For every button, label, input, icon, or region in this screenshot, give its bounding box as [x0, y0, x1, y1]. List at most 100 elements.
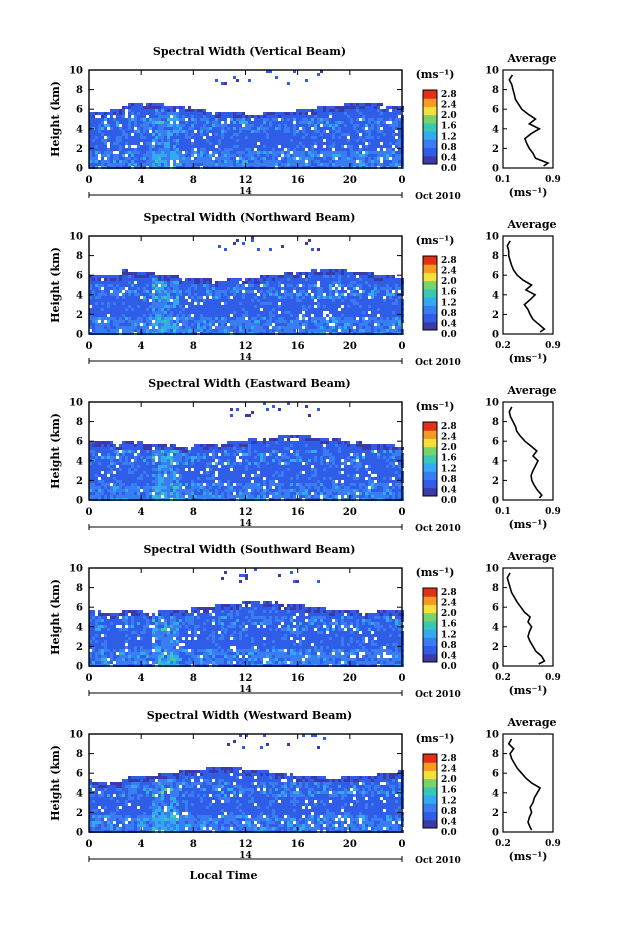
heatmap-cell [293, 293, 296, 296]
heatmap-cell [257, 323, 260, 326]
heatmap-cell [350, 302, 353, 305]
heatmap-cell [356, 145, 359, 148]
heatmap-cell [125, 118, 128, 121]
heatmap-cell [359, 106, 362, 109]
heatmap-cell [305, 293, 308, 296]
heatmap-cell [368, 103, 371, 106]
heatmap-cell [272, 118, 275, 121]
heatmap-cell [155, 124, 158, 127]
heatmap-cell [272, 441, 275, 444]
heatmap-cell [215, 79, 218, 82]
heatmap-cell [227, 284, 230, 287]
heatmap-cell [365, 106, 368, 109]
heatmap-cell [395, 302, 398, 305]
heatmap-cell [230, 133, 233, 136]
heatmap-cell [365, 329, 368, 332]
heatmap-cell [371, 317, 374, 320]
heatmap-cell [329, 284, 332, 287]
heatmap-cell [203, 317, 206, 320]
heatmap-cell [362, 308, 365, 311]
heatmap-cell [347, 145, 350, 148]
heatmap-cell [104, 444, 107, 447]
heatmap-cell [362, 287, 365, 290]
heatmap-cell [302, 308, 305, 311]
heatmap-cell [119, 154, 122, 157]
heatmap-cell [365, 103, 368, 106]
heatmap-cell [113, 290, 116, 293]
heatmap-cell [254, 317, 257, 320]
heatmap-cell [353, 121, 356, 124]
heatmap-cell [302, 281, 305, 284]
heatmap-cell [326, 272, 329, 275]
heatmap-cell [179, 456, 182, 459]
heatmap-cell [317, 139, 320, 142]
heatmap-cell [95, 293, 98, 296]
heatmap-cell [248, 145, 251, 148]
heatmap-cell [275, 157, 278, 160]
heatmap-cell [374, 299, 377, 302]
heatmap-cell [155, 444, 158, 447]
heatmap-cell [164, 447, 167, 450]
heatmap-cell [179, 106, 182, 109]
heatmap-cell [254, 462, 257, 465]
heatmap-cell [326, 160, 329, 163]
colorbar-swatch [423, 305, 437, 315]
heatmap-cell [293, 308, 296, 311]
heatmap-cell [158, 157, 161, 160]
heatmap-cell [224, 163, 227, 166]
heatmap-cell [314, 160, 317, 163]
heatmap-cell [122, 323, 125, 326]
heatmap-cell [140, 305, 143, 308]
heatmap-cell [347, 281, 350, 284]
heatmap-cell [296, 124, 299, 127]
heatmap-cell [149, 290, 152, 293]
heatmap-cell [110, 148, 113, 151]
heatmap-cell [311, 299, 314, 302]
heatmap-cell [332, 269, 335, 272]
heatmap-cell [341, 296, 344, 299]
heatmap-cell [164, 290, 167, 293]
heatmap-cell [257, 163, 260, 166]
heatmap-cell [308, 130, 311, 133]
heatmap-cell [110, 444, 113, 447]
heatmap-cell [371, 293, 374, 296]
heatmap-cell [395, 447, 398, 450]
heatmap-cell [380, 450, 383, 453]
heatmap-cell [248, 329, 251, 332]
heatmap-cell [266, 284, 269, 287]
heatmap-cell [281, 293, 284, 296]
heatmap-cell [356, 450, 359, 453]
heatmap-cell [203, 462, 206, 465]
heatmap-cell [374, 163, 377, 166]
heatmap-cell [131, 124, 134, 127]
heatmap-cell [305, 435, 308, 438]
heatmap-cell [344, 163, 347, 166]
heatmap-cell [263, 145, 266, 148]
heatmap-cell [95, 130, 98, 133]
heatmap-cell [179, 142, 182, 145]
heatmap-cell [125, 441, 128, 444]
heatmap-cell [257, 133, 260, 136]
heatmap-cell [275, 160, 278, 163]
heatmap-cell [296, 311, 299, 314]
heatmap-cell [314, 281, 317, 284]
heatmap-cell [143, 281, 146, 284]
heatmap-cell [149, 329, 152, 332]
heatmap-cell [374, 447, 377, 450]
heatmap-cell [245, 329, 248, 332]
heatmap-cell [236, 284, 239, 287]
heatmap-cell [194, 278, 197, 281]
heatmap-cell [293, 305, 296, 308]
x-tick-label: 20 [343, 175, 357, 186]
heatmap-cell [230, 326, 233, 329]
heatmap-cell [368, 160, 371, 163]
heatmap-cell [281, 133, 284, 136]
heatmap-cell [341, 311, 344, 314]
heatmap-cell [335, 136, 338, 139]
heatmap-cell [137, 302, 140, 305]
heatmap-cell [263, 438, 266, 441]
heatmap-cell [227, 287, 230, 290]
heatmap-cell [389, 136, 392, 139]
heatmap-cell [188, 142, 191, 145]
x-tick-label: 0 [86, 341, 93, 352]
